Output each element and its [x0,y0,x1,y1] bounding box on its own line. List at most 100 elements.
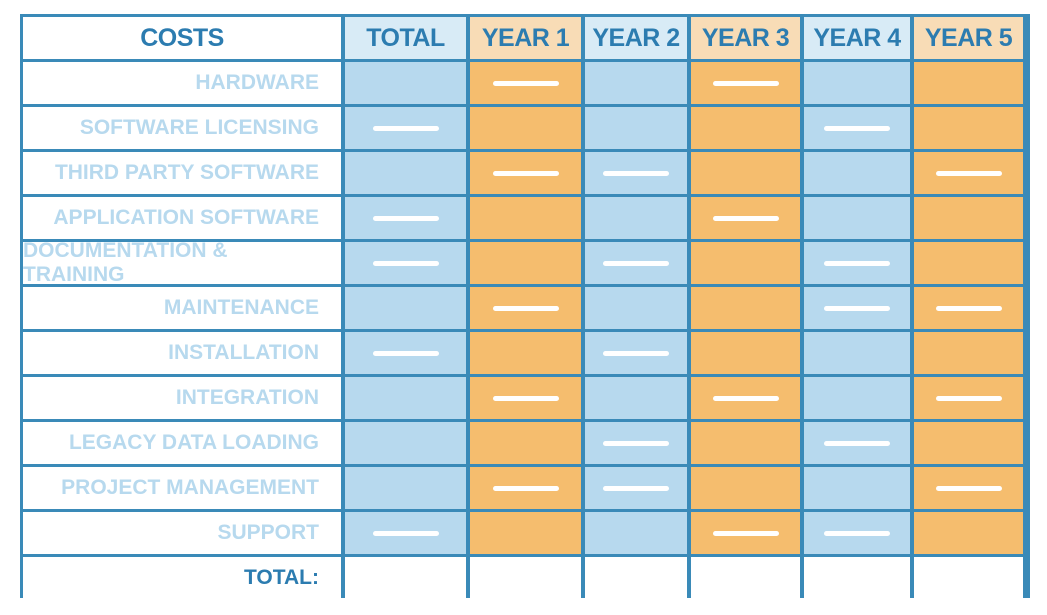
dash-mark [603,485,669,491]
cell-year-1 [470,512,581,554]
cell-year-1 [470,152,581,194]
row-label: THIRD PARTY SOFTWARE [23,152,341,194]
dash-mark [935,305,1002,311]
row-label: PROJECT MANAGEMENT [23,467,341,509]
cell-year-1 [470,287,581,329]
row-label: INTEGRATION [23,377,341,419]
dash-mark [372,350,439,356]
cell-year-2 [585,107,687,149]
cell-year-4 [804,287,910,329]
cell-year-3 [691,287,800,329]
row-label: DOCUMENTATION & TRAINING [23,242,341,284]
cell-year-1 [470,332,581,374]
header-year-4: YEAR 4 [804,17,910,59]
cell-year-3 [691,467,800,509]
dash-mark [603,170,669,176]
total-cell-year-4 [804,557,910,599]
row-label: APPLICATION SOFTWARE [23,197,341,239]
dash-mark [935,170,1002,176]
cell-year-5 [914,377,1023,419]
cell-total [345,512,466,554]
row-label: SOFTWARE LICENSING [23,107,341,149]
row-label: MAINTENANCE [23,287,341,329]
cell-year-1 [470,107,581,149]
cell-year-5 [914,467,1023,509]
cell-year-3 [691,332,800,374]
cell-year-3 [691,62,800,104]
dash-mark [824,530,890,536]
cell-year-1 [470,467,581,509]
cell-total [345,377,466,419]
cell-year-2 [585,377,687,419]
dash-mark [824,305,890,311]
cell-year-3 [691,512,800,554]
cell-year-2 [585,422,687,464]
cell-year-4 [804,62,910,104]
dash-mark [824,260,890,266]
dash-mark [712,530,779,536]
dash-mark [603,350,669,356]
cell-year-1 [470,62,581,104]
dash-mark [492,170,559,176]
dash-mark [712,395,779,401]
cell-year-5 [914,422,1023,464]
cell-year-3 [691,107,800,149]
row-label: LEGACY DATA LOADING [23,422,341,464]
dash-mark [935,485,1002,491]
total-cell-year-1 [470,557,581,599]
header-total: TOTAL [345,17,466,59]
cell-year-1 [470,422,581,464]
header-year-2: YEAR 2 [585,17,687,59]
cell-year-4 [804,197,910,239]
cell-year-4 [804,377,910,419]
row-label: HARDWARE [23,62,341,104]
cell-year-5 [914,332,1023,374]
footer-total-label: TOTAL: [23,557,341,599]
dash-mark [492,485,559,491]
cell-total [345,332,466,374]
dash-mark [372,530,439,536]
cell-year-1 [470,242,581,284]
dash-mark [603,260,669,266]
cell-year-3 [691,422,800,464]
cell-year-3 [691,242,800,284]
cell-year-5 [914,152,1023,194]
cost-table: COSTS TOTAL YEAR 1 YEAR 2 YEAR 3 YEAR 4 … [20,14,1030,599]
cell-year-4 [804,422,910,464]
cell-total [345,197,466,239]
cell-year-3 [691,152,800,194]
cell-total [345,242,466,284]
dash-mark [492,80,559,86]
cell-total [345,467,466,509]
cell-year-2 [585,62,687,104]
cell-year-2 [585,467,687,509]
cell-total [345,422,466,464]
row-label: SUPPORT [23,512,341,554]
cell-year-3 [691,377,800,419]
header-year-1: YEAR 1 [470,17,581,59]
dash-mark [372,125,439,131]
dash-mark [492,395,559,401]
cell-year-4 [804,467,910,509]
dash-mark [712,80,779,86]
dash-mark [824,125,890,131]
cell-year-5 [914,287,1023,329]
dash-mark [492,305,559,311]
total-cell-year-5 [914,557,1023,599]
total-cell-year-2 [585,557,687,599]
cell-year-5 [914,197,1023,239]
dash-mark [603,440,669,446]
cell-year-2 [585,287,687,329]
cell-year-2 [585,512,687,554]
cell-year-5 [914,512,1023,554]
cell-year-5 [914,107,1023,149]
cell-year-2 [585,197,687,239]
header-costs: COSTS [23,17,341,59]
cell-year-1 [470,377,581,419]
cell-year-4 [804,332,910,374]
total-cell-year-3 [691,557,800,599]
cell-year-2 [585,242,687,284]
cell-total [345,287,466,329]
cell-year-5 [914,242,1023,284]
cell-year-4 [804,242,910,284]
